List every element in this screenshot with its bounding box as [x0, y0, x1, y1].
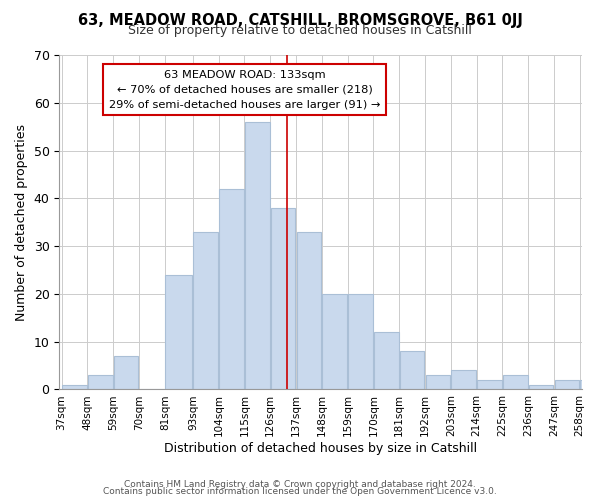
Bar — [374, 332, 398, 390]
Bar — [451, 370, 476, 390]
Text: Size of property relative to detached houses in Catshill: Size of property relative to detached ho… — [128, 24, 472, 37]
Bar — [166, 275, 193, 390]
Bar — [400, 351, 424, 390]
Bar — [193, 232, 218, 390]
Bar — [503, 375, 527, 390]
Bar — [245, 122, 269, 390]
X-axis label: Distribution of detached houses by size in Catshill: Distribution of detached houses by size … — [164, 442, 477, 455]
Bar — [296, 232, 321, 390]
Bar — [219, 189, 244, 390]
Bar — [114, 356, 139, 390]
Text: 63 MEADOW ROAD: 133sqm
← 70% of detached houses are smaller (218)
29% of semi-de: 63 MEADOW ROAD: 133sqm ← 70% of detached… — [109, 70, 380, 110]
Bar — [529, 384, 553, 390]
Bar — [88, 375, 113, 390]
Text: Contains public sector information licensed under the Open Government Licence v3: Contains public sector information licen… — [103, 488, 497, 496]
Bar — [271, 208, 295, 390]
Bar — [477, 380, 502, 390]
Bar — [322, 294, 347, 390]
Y-axis label: Number of detached properties: Number of detached properties — [15, 124, 28, 320]
Bar — [554, 380, 579, 390]
Bar — [62, 384, 87, 390]
Bar — [425, 375, 450, 390]
Bar — [580, 380, 600, 390]
Bar — [348, 294, 373, 390]
Text: Contains HM Land Registry data © Crown copyright and database right 2024.: Contains HM Land Registry data © Crown c… — [124, 480, 476, 489]
Text: 63, MEADOW ROAD, CATSHILL, BROMSGROVE, B61 0JJ: 63, MEADOW ROAD, CATSHILL, BROMSGROVE, B… — [77, 12, 523, 28]
